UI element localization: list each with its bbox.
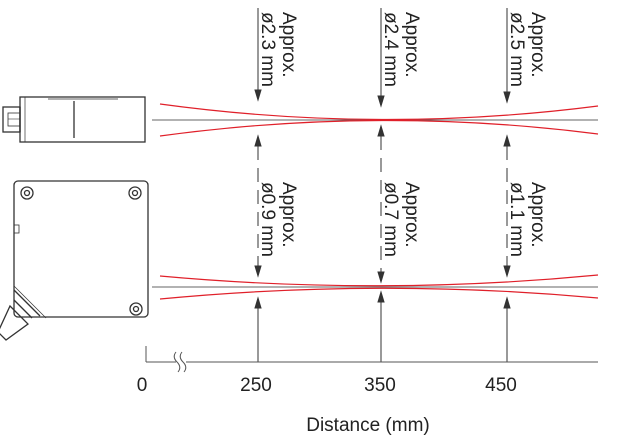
bottom-spot-label-450-line2: ø1.1 mm	[506, 182, 527, 257]
measurement-lines	[254, 8, 511, 362]
bottom-spot-label-250-line2: ø0.9 mm	[257, 182, 278, 257]
tick-label-250: 250	[240, 375, 272, 396]
top-beam-group	[152, 103, 599, 137]
sensor-side-view-icon	[0, 180, 149, 341]
distance-axis	[145, 346, 598, 373]
bottom-beam-lower	[159, 287, 599, 300]
top-spot-label-350-line2: ø2.4 mm	[380, 12, 401, 87]
top-spot-labels: Approx. ø2.3 mm Approx. ø2.4 mm Approx. …	[257, 12, 548, 87]
tick-label-350: 350	[364, 375, 396, 396]
bottom-beam-group	[152, 274, 599, 300]
bottom-spot-label-350-line2: ø0.7 mm	[380, 182, 401, 257]
tick-label-0: 0	[137, 375, 148, 396]
bottom-spot-label-450-line1: Approx.	[527, 182, 548, 247]
axis-break-icon	[173, 351, 187, 373]
top-beam-lower	[159, 119, 599, 137]
axis-ticks: 0 250 350 450	[137, 375, 517, 396]
top-spot-label-350-line1: Approx.	[401, 12, 422, 77]
top-spot-label-250-line1: Approx.	[278, 12, 299, 77]
tick-label-450: 450	[485, 375, 517, 396]
bottom-spot-label-350-line1: Approx.	[401, 182, 422, 247]
top-spot-label-250-line2: ø2.3 mm	[257, 12, 278, 87]
bottom-beam-upper	[159, 274, 599, 287]
axis-title: Distance (mm)	[306, 415, 430, 436]
top-spot-label-450-line2: ø2.5 mm	[506, 12, 527, 87]
sensor-top-view-icon	[2, 96, 146, 143]
top-spot-label-450-line1: Approx.	[527, 12, 548, 77]
top-beam-upper	[159, 103, 599, 121]
bottom-spot-label-250-line1: Approx.	[278, 182, 299, 247]
bottom-spot-labels: Approx. ø0.9 mm Approx. ø0.7 mm Approx. …	[257, 182, 548, 257]
